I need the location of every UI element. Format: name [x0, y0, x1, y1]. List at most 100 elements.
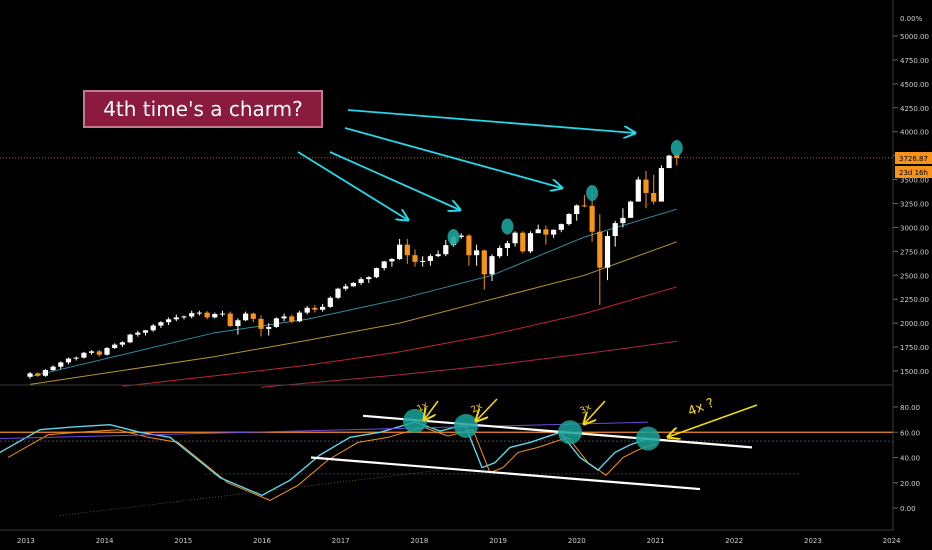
candle-body — [73, 357, 79, 359]
annotation-arrow — [329, 151, 460, 210]
annotation-arrow — [297, 151, 408, 220]
candle-body — [27, 373, 33, 377]
candle-body — [620, 217, 626, 224]
year-tick-label: 2013 — [17, 537, 35, 545]
price-tick-label: 1750.00 — [900, 344, 929, 352]
rsi-tick-label: 40.00 — [900, 455, 920, 463]
candle-body — [412, 255, 418, 262]
candle-body — [65, 358, 72, 363]
rsi-tick-label: 0.00 — [900, 505, 916, 513]
candle-body — [481, 250, 487, 275]
candle-body — [666, 155, 672, 169]
rsi-peak-marker — [558, 420, 582, 445]
price-axis-top-label: 0.00% — [900, 15, 923, 23]
candle-body — [281, 316, 287, 319]
price-tick-label: 4500.00 — [900, 81, 929, 89]
rsi-tick-label: 80.00 — [900, 404, 920, 412]
rsi-peak-marker — [403, 408, 427, 433]
year-tick-label: 2024 — [883, 537, 901, 545]
rsi-panel — [0, 408, 893, 516]
candle-body — [304, 307, 310, 313]
candle-body — [350, 282, 356, 287]
current-price-label: 3726.87 — [899, 155, 928, 163]
candle-body — [258, 318, 264, 329]
rsi-tick-label: 60.00 — [900, 429, 920, 437]
candle-body — [166, 319, 172, 323]
candle-body — [189, 313, 195, 317]
rsi-peak-marker — [636, 426, 660, 451]
rsi-diagonal-dotted — [59, 469, 441, 516]
candle-body — [397, 244, 403, 260]
price-tick-label: 2250.00 — [900, 296, 929, 304]
candle-body — [420, 260, 426, 262]
candle-body — [527, 233, 534, 252]
candle-body — [158, 322, 164, 326]
candle-body — [227, 313, 233, 327]
candle-body — [335, 288, 341, 298]
price-tick-label: 1500.00 — [900, 368, 929, 376]
price-tick-label: 2000.00 — [900, 320, 929, 328]
candle-body — [381, 261, 387, 269]
candle-body — [474, 250, 480, 256]
candle-body — [343, 286, 349, 289]
candle-body — [435, 254, 441, 257]
year-tick-label: 2020 — [568, 537, 586, 545]
annotation-arrow — [347, 109, 635, 133]
candle-body — [604, 236, 611, 268]
candle-body — [104, 348, 110, 355]
candle-body — [320, 306, 326, 310]
moving-average-line — [122, 286, 677, 387]
candle-body — [674, 154, 680, 158]
candle-body — [373, 268, 380, 278]
moving-averages — [29, 208, 677, 388]
candle-body — [466, 235, 472, 256]
peak-marker — [670, 139, 683, 156]
candle-body — [358, 279, 364, 283]
price-axis: 5000.004750.004500.004250.004000.003750.… — [893, 33, 929, 376]
candle-body — [327, 297, 333, 307]
candle-body — [504, 243, 510, 249]
price-tick-label: 3500.00 — [900, 177, 929, 185]
time-axis: 2013 2014 2015 2016 2017 2018 2019 2020 2021 2022… — [17, 537, 901, 545]
candle-body — [366, 277, 372, 280]
candle-body — [96, 351, 102, 355]
rsi-peak-marker — [454, 413, 478, 438]
candle-body — [389, 259, 395, 262]
price-tick-label: 4000.00 — [900, 129, 929, 137]
countdown-badge — [895, 166, 932, 178]
year-tick-label: 2017 — [332, 537, 350, 545]
candle-body — [250, 313, 256, 319]
candle-body — [150, 325, 156, 331]
candle-body — [196, 312, 202, 314]
candle-body — [181, 316, 187, 318]
candle-body — [551, 229, 557, 235]
candle-body — [520, 232, 526, 252]
candle-body — [558, 224, 564, 230]
candle-body — [597, 231, 603, 268]
candle-body — [58, 362, 64, 367]
rsi-note-arrow — [584, 400, 606, 424]
price-tick-label: 4250.00 — [900, 105, 929, 113]
candle-body — [296, 312, 303, 322]
candle-body — [42, 370, 48, 376]
price-tick-label: 3000.00 — [900, 224, 929, 232]
moving-average-line — [29, 241, 677, 385]
candle-body — [612, 223, 618, 237]
candle-body — [581, 205, 587, 207]
candle-body — [643, 179, 649, 193]
candle-body — [512, 232, 518, 244]
year-tick-label: 2015 — [174, 537, 192, 545]
peak-marker — [501, 218, 514, 235]
candle-body — [574, 205, 580, 215]
candle-body — [628, 201, 634, 218]
candle-body — [50, 366, 56, 371]
candle-body — [589, 205, 595, 232]
year-tick-label: 2018 — [411, 537, 429, 545]
rsi-signal-line — [7, 426, 657, 501]
year-tick-label: 2019 — [489, 537, 507, 545]
peak-marker — [586, 184, 599, 201]
candle-body — [289, 316, 295, 322]
current-price-badge — [895, 152, 932, 164]
rsi-axis: 80.00 60.00 40.00 20.00 0.00 — [893, 404, 920, 513]
